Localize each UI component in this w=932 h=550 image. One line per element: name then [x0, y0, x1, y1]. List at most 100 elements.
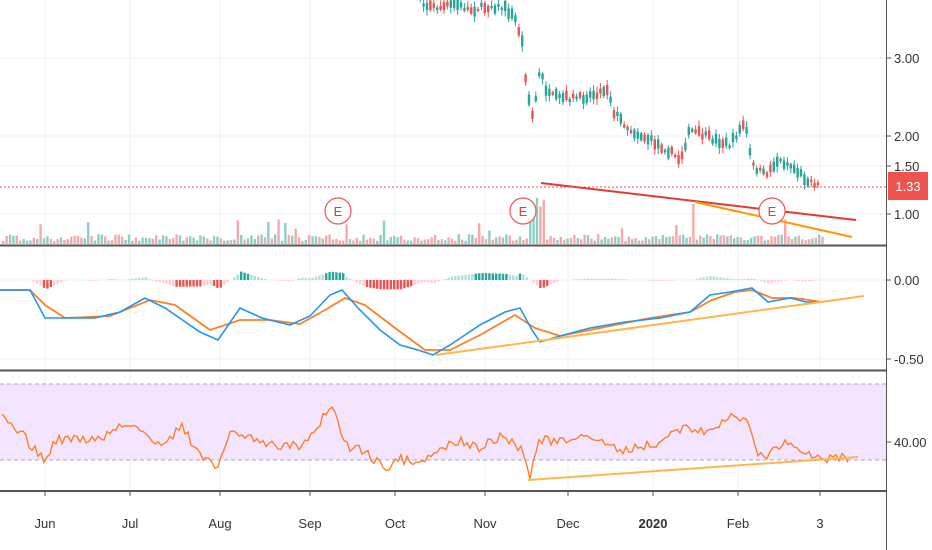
- price-candles: [419, 0, 820, 191]
- volume-bar: [665, 236, 668, 244]
- volume-bar: [321, 238, 324, 244]
- volume-bars: [2, 197, 824, 244]
- macd-histogram-bar: [471, 274, 474, 280]
- candle: [592, 85, 595, 105]
- volume-bar: [63, 239, 66, 244]
- candle: [643, 132, 646, 144]
- macd-histogram-bar: [801, 280, 804, 282]
- volume-bar: [518, 236, 522, 244]
- candle: [524, 72, 527, 86]
- volume-bar: [379, 235, 382, 244]
- volume-bar: [83, 238, 86, 244]
- macd-histogram-bar: [158, 280, 161, 283]
- time-tick-label: Oct: [385, 516, 406, 531]
- macd-line: [0, 287, 822, 356]
- candle: [497, 0, 500, 12]
- volume-bar: [294, 228, 297, 244]
- volume-bar: [559, 236, 562, 244]
- macd-trendline[interactable]: [435, 295, 865, 356]
- macd-histogram-bar: [212, 280, 216, 287]
- rsi-axis[interactable]: 40.00: [886, 435, 927, 450]
- macd-histogram-bar: [87, 280, 90, 281]
- candle: [517, 23, 520, 38]
- macd-histogram-bar: [253, 275, 256, 280]
- volume-bar: [155, 235, 158, 244]
- macd-histogram-bar: [444, 278, 447, 280]
- volume-bar: [573, 234, 576, 244]
- volume-bar: [743, 240, 746, 244]
- volume-bar: [161, 235, 165, 244]
- volume-bar: [263, 237, 267, 244]
- macd-histogram-bar: [753, 279, 756, 280]
- macd-histogram-bar: [767, 280, 770, 284]
- price-trendline-red[interactable]: [540, 182, 857, 221]
- candle: [453, 0, 456, 12]
- macd-histogram-bar: [716, 276, 719, 280]
- macd-histogram-bar: [780, 280, 783, 282]
- earnings-marker-nov[interactable]: E: [509, 197, 537, 225]
- volume-bar: [165, 236, 168, 244]
- candle: [653, 135, 656, 155]
- volume-bar: [104, 236, 107, 244]
- volume-bar: [80, 237, 83, 244]
- volume-bar: [403, 239, 406, 244]
- volume-bar: [685, 237, 688, 244]
- earnings-marker-feb[interactable]: E: [758, 197, 786, 225]
- macd-histogram-bar: [518, 273, 522, 280]
- macd-lines: [0, 287, 865, 356]
- price-axis[interactable]: 3.00 2.00 1.50 1.00 1.33: [886, 51, 928, 222]
- macd-histogram-bar: [277, 280, 280, 281]
- macd-histogram-bar: [777, 280, 780, 282]
- volume-bar: [134, 237, 137, 244]
- volume-bar: [131, 240, 134, 244]
- volume-bar: [471, 234, 474, 244]
- candle: [514, 12, 517, 27]
- volume-bar: [416, 237, 420, 244]
- volume-bar: [423, 239, 426, 244]
- volume-bar: [250, 235, 253, 244]
- volume-bar: [100, 234, 103, 244]
- macd-histogram-bar: [127, 279, 131, 280]
- candle: [667, 145, 670, 161]
- time-tick-label: Jul: [122, 516, 139, 531]
- volume-bar: [175, 234, 178, 244]
- earnings-markers[interactable]: E E E: [324, 197, 786, 225]
- volume-bar: [586, 235, 590, 244]
- volume-bar: [654, 236, 658, 244]
- volume-bar: [267, 221, 270, 244]
- volume-bar: [280, 240, 284, 244]
- candle: [538, 67, 541, 79]
- candle: [735, 131, 738, 143]
- volume-bar: [661, 234, 664, 244]
- macd-histogram-bar: [393, 280, 396, 290]
- volume-bar: [2, 240, 5, 244]
- macd-histogram-bar: [63, 280, 66, 281]
- macd-histogram-bar: [610, 279, 613, 280]
- volume-bar: [345, 224, 348, 244]
- volume-bar: [243, 239, 246, 244]
- macd-histogram-bar: [263, 278, 267, 280]
- candle: [769, 160, 772, 177]
- macd-histogram-bar: [410, 280, 413, 287]
- macd-axis[interactable]: 0.00 -0.50: [886, 273, 924, 367]
- candle: [425, 0, 429, 16]
- volume-bar: [226, 240, 229, 244]
- volume-bar: [539, 206, 542, 244]
- time-axis[interactable]: Jun Jul Aug Sep Oct Nov Dec 2020 Feb 3: [35, 491, 824, 531]
- macd-histogram-bar: [481, 273, 484, 280]
- volume-bar: [29, 240, 32, 244]
- candle: [585, 90, 588, 106]
- rsi-trendline[interactable]: [527, 456, 859, 481]
- candle: [660, 142, 663, 155]
- time-tick-label: Feb: [727, 516, 749, 531]
- candle: [793, 160, 796, 175]
- volume-bar: [8, 234, 12, 244]
- macd-histogram-bar: [243, 272, 246, 280]
- volume-bar: [362, 234, 365, 244]
- macd-histogram-bar: [352, 280, 355, 281]
- volume-bar: [355, 237, 358, 244]
- earnings-marker-sep[interactable]: E: [324, 197, 352, 225]
- volume-bar: [121, 236, 124, 244]
- volume-bar: [454, 240, 457, 244]
